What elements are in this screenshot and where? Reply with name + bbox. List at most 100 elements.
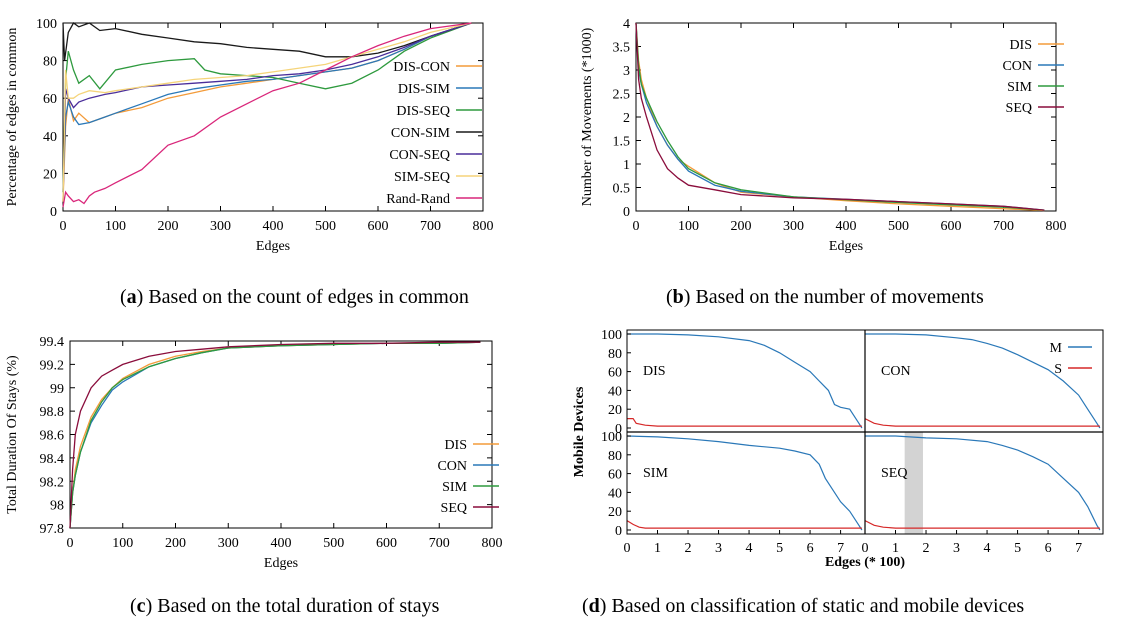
chart-c-xtick-label: 600 — [376, 536, 397, 551]
chart-c-ytick-label: 99.2 — [40, 358, 65, 373]
caption-a: (a) Based on the count of edges in commo… — [120, 286, 469, 308]
series-line-dis-seq — [62, 22, 472, 193]
chart-d-xtick-label: 6 — [1045, 541, 1052, 556]
chart-c-y-axis-label: Total Duration Of Stays (%) — [5, 355, 20, 514]
chart-b-ytick-label: 1 — [623, 158, 630, 173]
legend-label-dis: DIS — [444, 438, 467, 453]
series-line-sim — [69, 341, 481, 529]
caption-c-letter: c — [136, 595, 146, 617]
subplot-sim-series-s — [626, 520, 862, 529]
legend-label-sim-seq: SIM-SEQ — [394, 170, 450, 185]
chart-b-ytick-label: 0 — [623, 205, 630, 220]
chart-d-x-axis-label: Edges (* 100) — [825, 555, 905, 570]
chart-d-xtick-label: 7 — [837, 541, 844, 556]
chart-d-ytick-label: 40 — [608, 384, 622, 399]
chart-a-ytick-label: 20 — [43, 167, 57, 182]
chart-d-ytick-label: 0 — [615, 422, 622, 437]
series-line-sim — [635, 22, 1045, 211]
chart-b-frame — [635, 22, 1057, 212]
chart-d-xtick-label: 6 — [807, 541, 814, 556]
subplot-dis-series-m — [627, 333, 863, 429]
chart-b-ytick-label: 2.5 — [613, 88, 631, 103]
chart-c-xtick-label: 0 — [67, 536, 74, 551]
chart-b-xtick-label: 400 — [836, 219, 857, 234]
chart-a-xtick-label: 300 — [210, 219, 231, 234]
subplot-label-sim: SIM — [643, 466, 668, 481]
chart-b-xtick-label: 700 — [993, 219, 1014, 234]
chart-d-xtick-label: 0 — [862, 541, 869, 556]
caption-d: (d) Based on classification of static an… — [582, 595, 1025, 617]
chart-a-x-axis-label: Edges — [256, 239, 290, 254]
chart-b-xtick-label: 100 — [678, 219, 699, 234]
series-line-con — [69, 341, 481, 529]
series-line-sim-seq — [62, 22, 472, 202]
chart-b-x-axis-label: Edges — [829, 239, 863, 254]
chart-c-xtick-label: 800 — [482, 536, 503, 551]
chart-d-xtick-label: 5 — [1014, 541, 1021, 556]
caption-a-text: Based on the count of edges in common — [143, 286, 469, 308]
chart-a-ytick-label: 0 — [50, 205, 57, 220]
chart-c-xtick-label: 400 — [271, 536, 292, 551]
series-line-dis — [635, 22, 1045, 212]
legend-label-dis-seq: DIS-SEQ — [396, 104, 450, 119]
chart-b-xtick-label: 0 — [633, 219, 640, 234]
subplot-label-dis: DIS — [643, 364, 666, 379]
series-line-seq — [635, 22, 1045, 211]
chart-a-xtick-label: 800 — [473, 219, 494, 234]
chart-d-xtick-label: 2 — [685, 541, 692, 556]
chart-a-xtick-label: 200 — [158, 219, 179, 234]
subplot-label-seq: SEQ — [881, 466, 907, 481]
subplot-seq-series-m — [865, 435, 1101, 531]
caption-d-text: Based on classification of static and mo… — [606, 595, 1025, 617]
subplot-con-series-s — [864, 418, 1100, 427]
series-line-dis-sim — [62, 22, 472, 193]
subplot-con-series-m — [865, 333, 1101, 429]
chart-d-xtick-label: 3 — [715, 541, 722, 556]
legend-label-dis-sim: DIS-SIM — [398, 82, 451, 97]
caption-c: (c) Based on the total duration of stays — [130, 595, 440, 617]
chart-c-ytick-label: 98.4 — [40, 452, 65, 467]
series-line-con-sim — [62, 22, 472, 61]
chart-panel-a: 0 100 200 300 400 500 600 700 800 0 20 40 60 80 100 Edg… — [0, 0, 540, 285]
chart-c-ytick-label: 98.8 — [40, 405, 65, 420]
series-line-con-seq — [62, 22, 472, 202]
chart-c-xtick-label: 100 — [112, 536, 133, 551]
chart-b-ytick-label: 2 — [623, 111, 630, 126]
chart-a-xtick-label: 0 — [60, 219, 67, 234]
legend-label-dis: DIS — [1009, 38, 1032, 53]
chart-c-xtick-label: 200 — [165, 536, 186, 551]
legend-label-rand-rand: Rand-Rand — [386, 192, 450, 207]
chart-b-xtick-label: 300 — [783, 219, 804, 234]
chart-d-ytick-label: 60 — [608, 366, 622, 381]
chart-a-ytick-label: 80 — [43, 55, 57, 70]
chart-d-xtick-label: 0 — [624, 541, 631, 556]
chart-b-y-axis-label: Number of Movements (*1000) — [580, 27, 595, 206]
chart-a-xtick-label: 500 — [315, 219, 336, 234]
chart-c-xtick-label: 500 — [323, 536, 344, 551]
chart-d-ytick-label: 40 — [608, 486, 622, 501]
chart-d-ytick-label: 80 — [608, 449, 622, 464]
caption-b-letter: b — [672, 286, 684, 308]
chart-panel-c: 0 100 200 300 400 500 600 700 800 97.8 98 98.2 98.4 9… — [0, 318, 540, 593]
caption-c-text: Based on the total duration of stays — [152, 595, 440, 617]
legend-label-con-seq: CON-SEQ — [389, 148, 450, 163]
series-line-rand-rand — [62, 22, 472, 208]
chart-b-ytick-label: 3 — [623, 64, 630, 79]
chart-b-svg: 0 100 200 300 400 500 600 700 800 0 0.5 1 1.5 2 2.5 3 3.… — [580, 17, 1067, 254]
subplot-seq-series-s — [864, 520, 1100, 529]
chart-b-xtick-label: 600 — [941, 219, 962, 234]
legend-label-seq: SEQ — [441, 501, 467, 516]
caption-d-letter: d — [588, 595, 600, 617]
chart-d-y-axis-label: Mobile Devices — [572, 386, 587, 477]
chart-d-ytick-label: 20 — [608, 403, 622, 418]
chart-d-xtick-label: 7 — [1075, 541, 1082, 556]
chart-a-xtick-label: 100 — [105, 219, 126, 234]
chart-c-xtick-label: 700 — [429, 536, 450, 551]
chart-d-ytick-label: 100 — [601, 328, 622, 343]
legend-label-con-sim: CON-SIM — [391, 126, 451, 141]
chart-c-xtick-label: 300 — [218, 536, 239, 551]
subplot-sim-series-m — [626, 435, 863, 531]
chart-c-svg: 0 100 200 300 400 500 600 700 800 97.8 98 98.2 98.4 9… — [5, 335, 503, 571]
chart-a-xtick-label: 400 — [263, 219, 284, 234]
